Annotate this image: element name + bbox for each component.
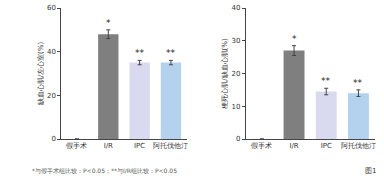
svg-text:**: ** xyxy=(321,76,331,86)
svg-text:IPC: IPC xyxy=(321,142,332,150)
svg-text:**: ** xyxy=(135,48,145,58)
svg-text:阿托伐他汀: 阿托伐他汀 xyxy=(153,142,188,150)
svg-text:*与假手术组比较：P<0.05；**与I/R组比较：P<0.: *与假手术组比较：P<0.05；**与I/R组比较：P<0.05 xyxy=(32,167,177,174)
svg-text:20: 20 xyxy=(231,70,240,78)
svg-text:阿托伐他汀: 阿托伐他汀 xyxy=(341,142,376,150)
svg-text:*: * xyxy=(292,34,297,44)
svg-text:10: 10 xyxy=(231,103,240,111)
svg-text:60: 60 xyxy=(47,4,56,12)
svg-text:I/R: I/R xyxy=(289,142,298,150)
svg-text:假手术: 假手术 xyxy=(66,142,87,150)
svg-text:*: * xyxy=(106,18,111,28)
svg-text:40: 40 xyxy=(47,48,56,56)
svg-text:30: 30 xyxy=(231,37,240,45)
svg-text:20: 20 xyxy=(47,92,56,100)
svg-text:40: 40 xyxy=(231,4,240,12)
svg-text:0: 0 xyxy=(236,135,240,143)
svg-text:图1: 图1 xyxy=(365,167,376,175)
svg-text:**: ** xyxy=(353,78,363,88)
svg-text:**: ** xyxy=(166,48,176,58)
svg-text:缺血心肌/左心室(%): 缺血心肌/左心室(%) xyxy=(37,42,45,106)
svg-text:0: 0 xyxy=(51,135,55,143)
svg-text:假手术: 假手术 xyxy=(251,142,272,150)
svg-text:梗死心肌/缺血心肌(%): 梗死心肌/缺血心肌(%) xyxy=(221,38,229,110)
svg-text:IPC: IPC xyxy=(134,142,145,150)
svg-text:I/R: I/R xyxy=(104,142,113,150)
